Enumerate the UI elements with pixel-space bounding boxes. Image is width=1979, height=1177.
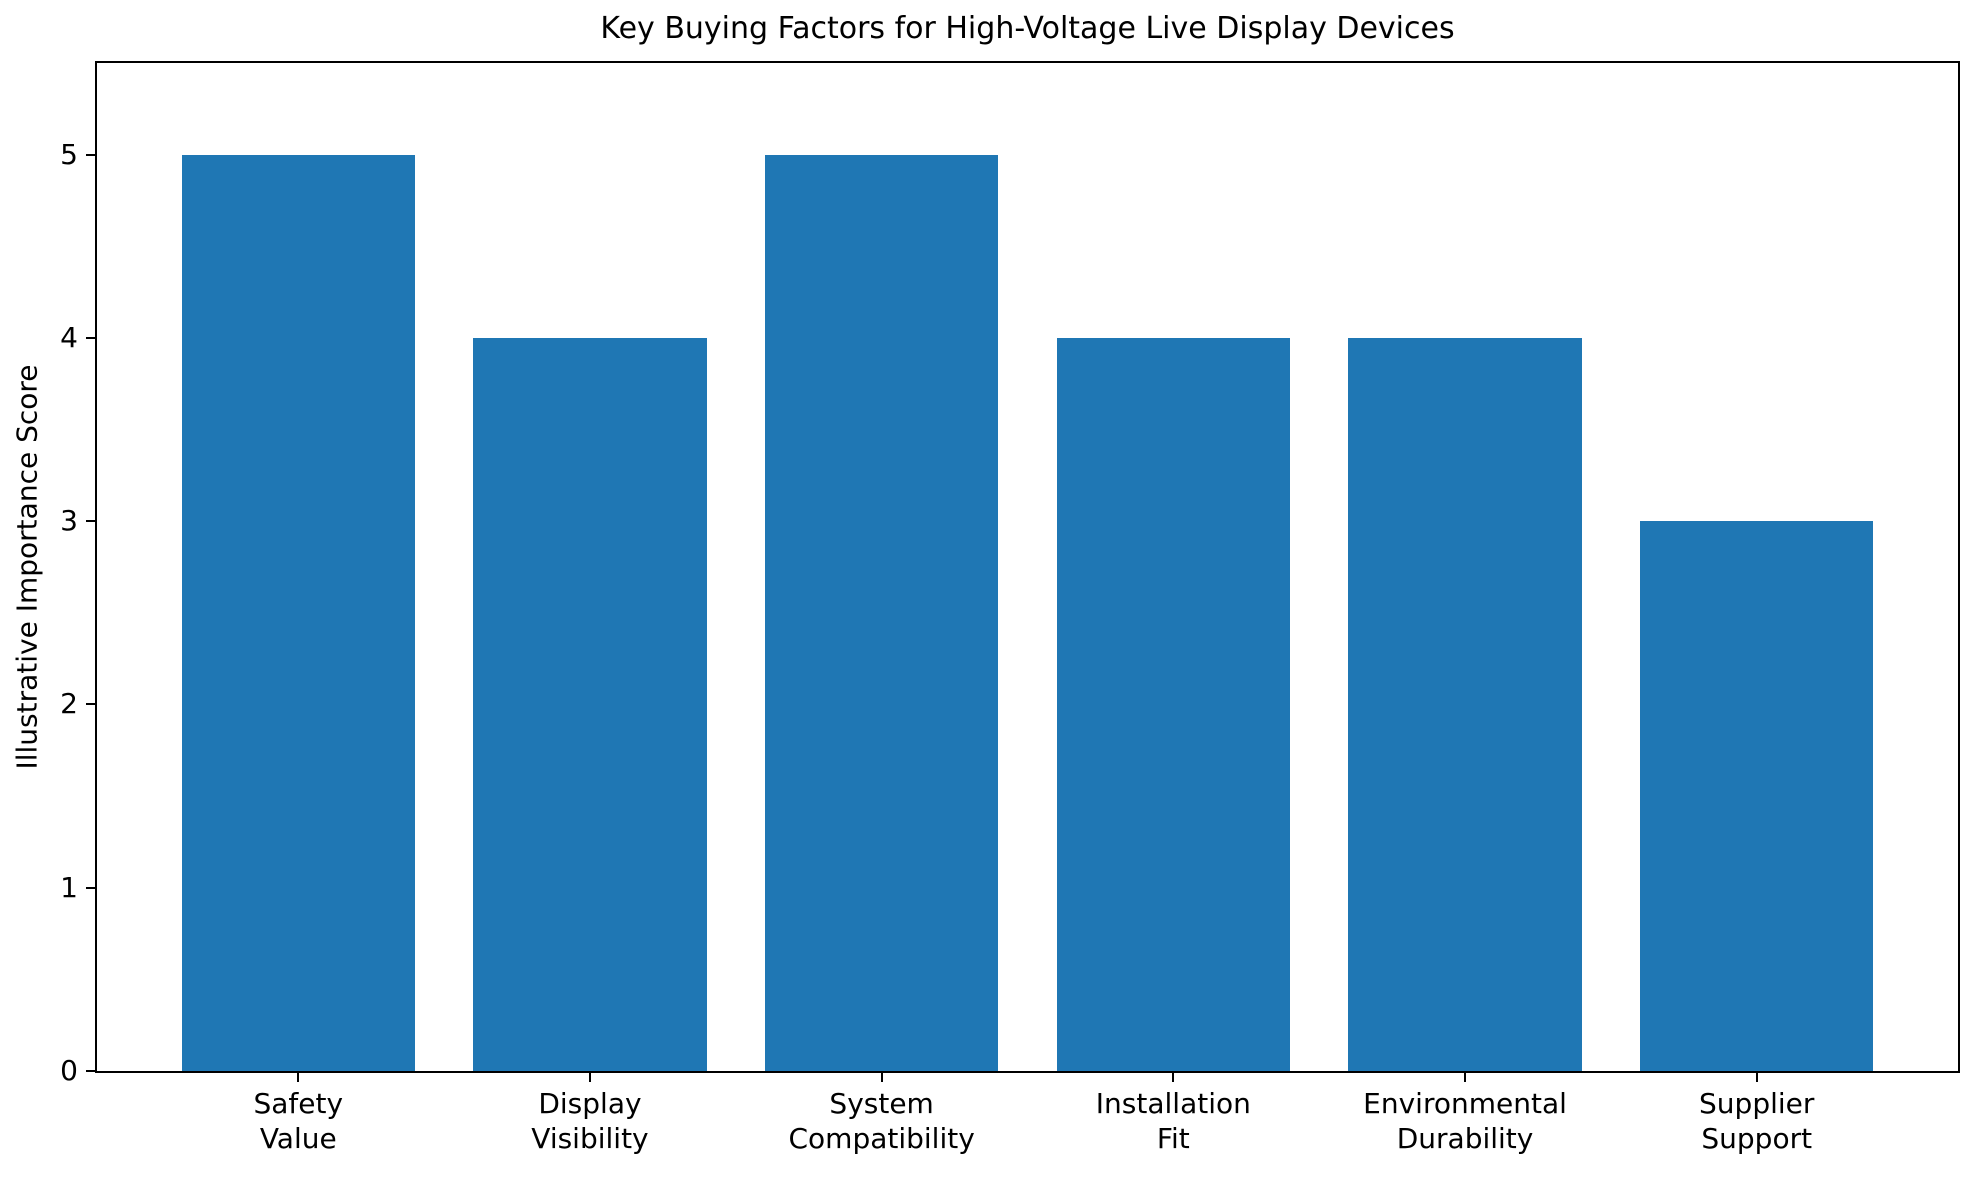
y-axis-label-container: Illustrative Importance Score	[0, 61, 56, 1073]
x-tick-mark	[880, 1073, 883, 1082]
plot-area: 0 1 2 3 4 5 Safety Value Display Visibility Syst…	[60, 61, 1960, 1155]
y-axis-label: Illustrative Importance Score	[11, 364, 44, 770]
x-tick-label: System Compatibility	[788, 1087, 975, 1155]
y-tick-mark	[86, 1070, 95, 1072]
x-tick-mark	[297, 1073, 300, 1082]
y-tick-label: 3	[60, 504, 78, 538]
bar	[764, 154, 999, 1071]
y-tick-label: 4	[60, 320, 78, 354]
x-tick-label: Display Visibility	[531, 1087, 649, 1155]
bar	[1348, 337, 1582, 1071]
chart-title: Key Buying Factors for High-Voltage Live…	[600, 11, 1455, 46]
x-tick-mark	[1172, 1073, 1175, 1082]
x-tick-label: Safety Value	[253, 1087, 344, 1155]
x-tick-mark	[1755, 1073, 1758, 1082]
x-tick-label: Supplier Support	[1699, 1087, 1815, 1155]
y-tick-label: 5	[60, 137, 78, 171]
bar	[181, 154, 415, 1071]
y-tick-mark	[86, 153, 95, 156]
x-tick-mark	[588, 1073, 591, 1082]
y-tick-label: 2	[60, 687, 78, 721]
y-tick-mark	[86, 336, 95, 339]
x-tick-mark	[1464, 1073, 1467, 1082]
y-tick-mark	[86, 886, 95, 889]
y-tick-mark	[86, 520, 95, 523]
bar	[1640, 521, 1874, 1071]
y-tick-mark	[86, 703, 95, 706]
bar	[1056, 337, 1290, 1071]
x-tick-label: Environmental Durability	[1363, 1087, 1567, 1155]
bar	[473, 337, 707, 1071]
y-tick-label: 0	[60, 1054, 78, 1087]
y-tick-label: 1	[60, 870, 78, 904]
x-tick-label: Installation Fit	[1095, 1087, 1251, 1155]
